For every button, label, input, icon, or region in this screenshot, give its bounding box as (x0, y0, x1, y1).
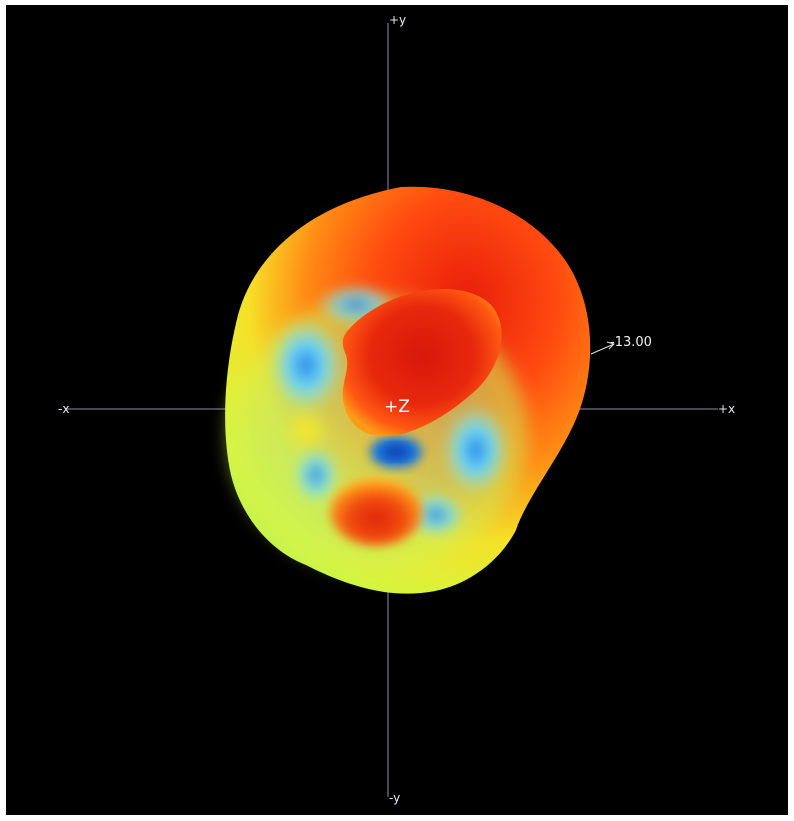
origin-label-plus-z: +Z (384, 397, 410, 417)
pattern-yellow-spot (280, 406, 332, 454)
radiation-pattern-3d-plot (66, 23, 718, 797)
pattern-null-right (442, 404, 510, 496)
gain-marker-arrow-icon (590, 341, 615, 355)
pattern-null-lower-left (292, 445, 340, 505)
pattern-lower-lobe (330, 478, 422, 546)
pattern-null-left (268, 317, 344, 413)
gain-marker-value: -13.00 (610, 335, 652, 350)
axis-label-plus-y: +y (389, 13, 407, 27)
axis-label-minus-x: -x (58, 402, 70, 416)
axis-label-plus-x: +x (718, 402, 736, 416)
pattern-main-lobe (342, 289, 502, 437)
axis-label-minus-y: -y (389, 791, 401, 805)
radiation-pattern-viewport[interactable]: +y -y +x -x +Z -13.00 (6, 5, 788, 815)
pattern-null-bottom-right (406, 491, 466, 539)
